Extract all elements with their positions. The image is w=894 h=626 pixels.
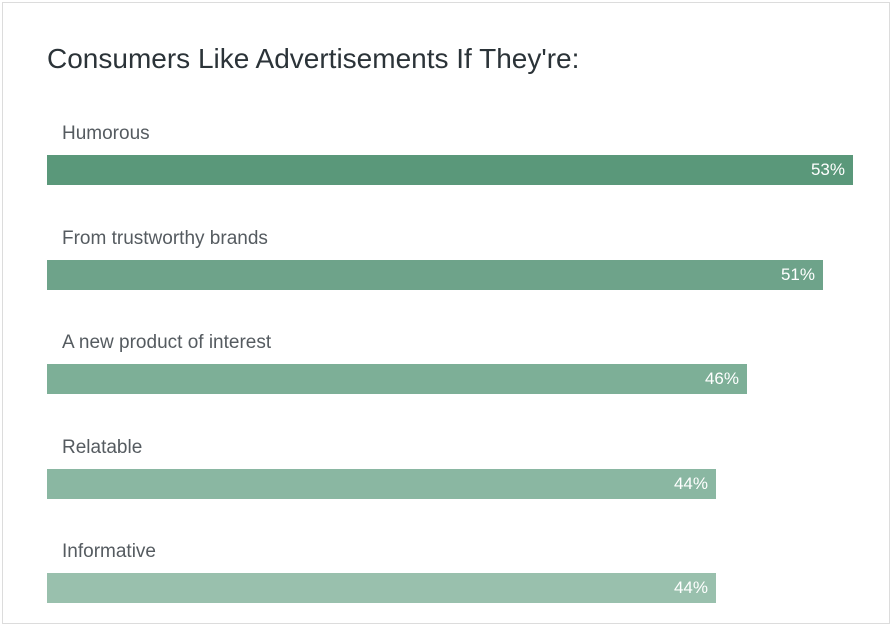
category-label: From trustworthy brands (62, 227, 268, 249)
bar: 51% (47, 259, 823, 290)
chart-title: Consumers Like Advertisements If They're… (47, 43, 580, 74)
category-label: Humorous (62, 123, 150, 144)
category-label: A new product of interest (62, 332, 272, 353)
bar: 46% (47, 364, 747, 394)
bar-chart: Humorous 53% From trustworthy brands 51% A n… (3, 3, 891, 625)
category-label: Informative (62, 541, 156, 562)
value-label: 51% (780, 264, 815, 284)
bar: 44% (47, 573, 716, 603)
value-label: 44% (673, 578, 708, 597)
bar: 53% (47, 155, 853, 185)
bar: 44% (47, 468, 716, 499)
value-label: 53% (810, 160, 845, 179)
value-label: 46% (704, 369, 739, 388)
category-label: Relatable (62, 436, 143, 458)
value-label: 44% (673, 473, 708, 493)
